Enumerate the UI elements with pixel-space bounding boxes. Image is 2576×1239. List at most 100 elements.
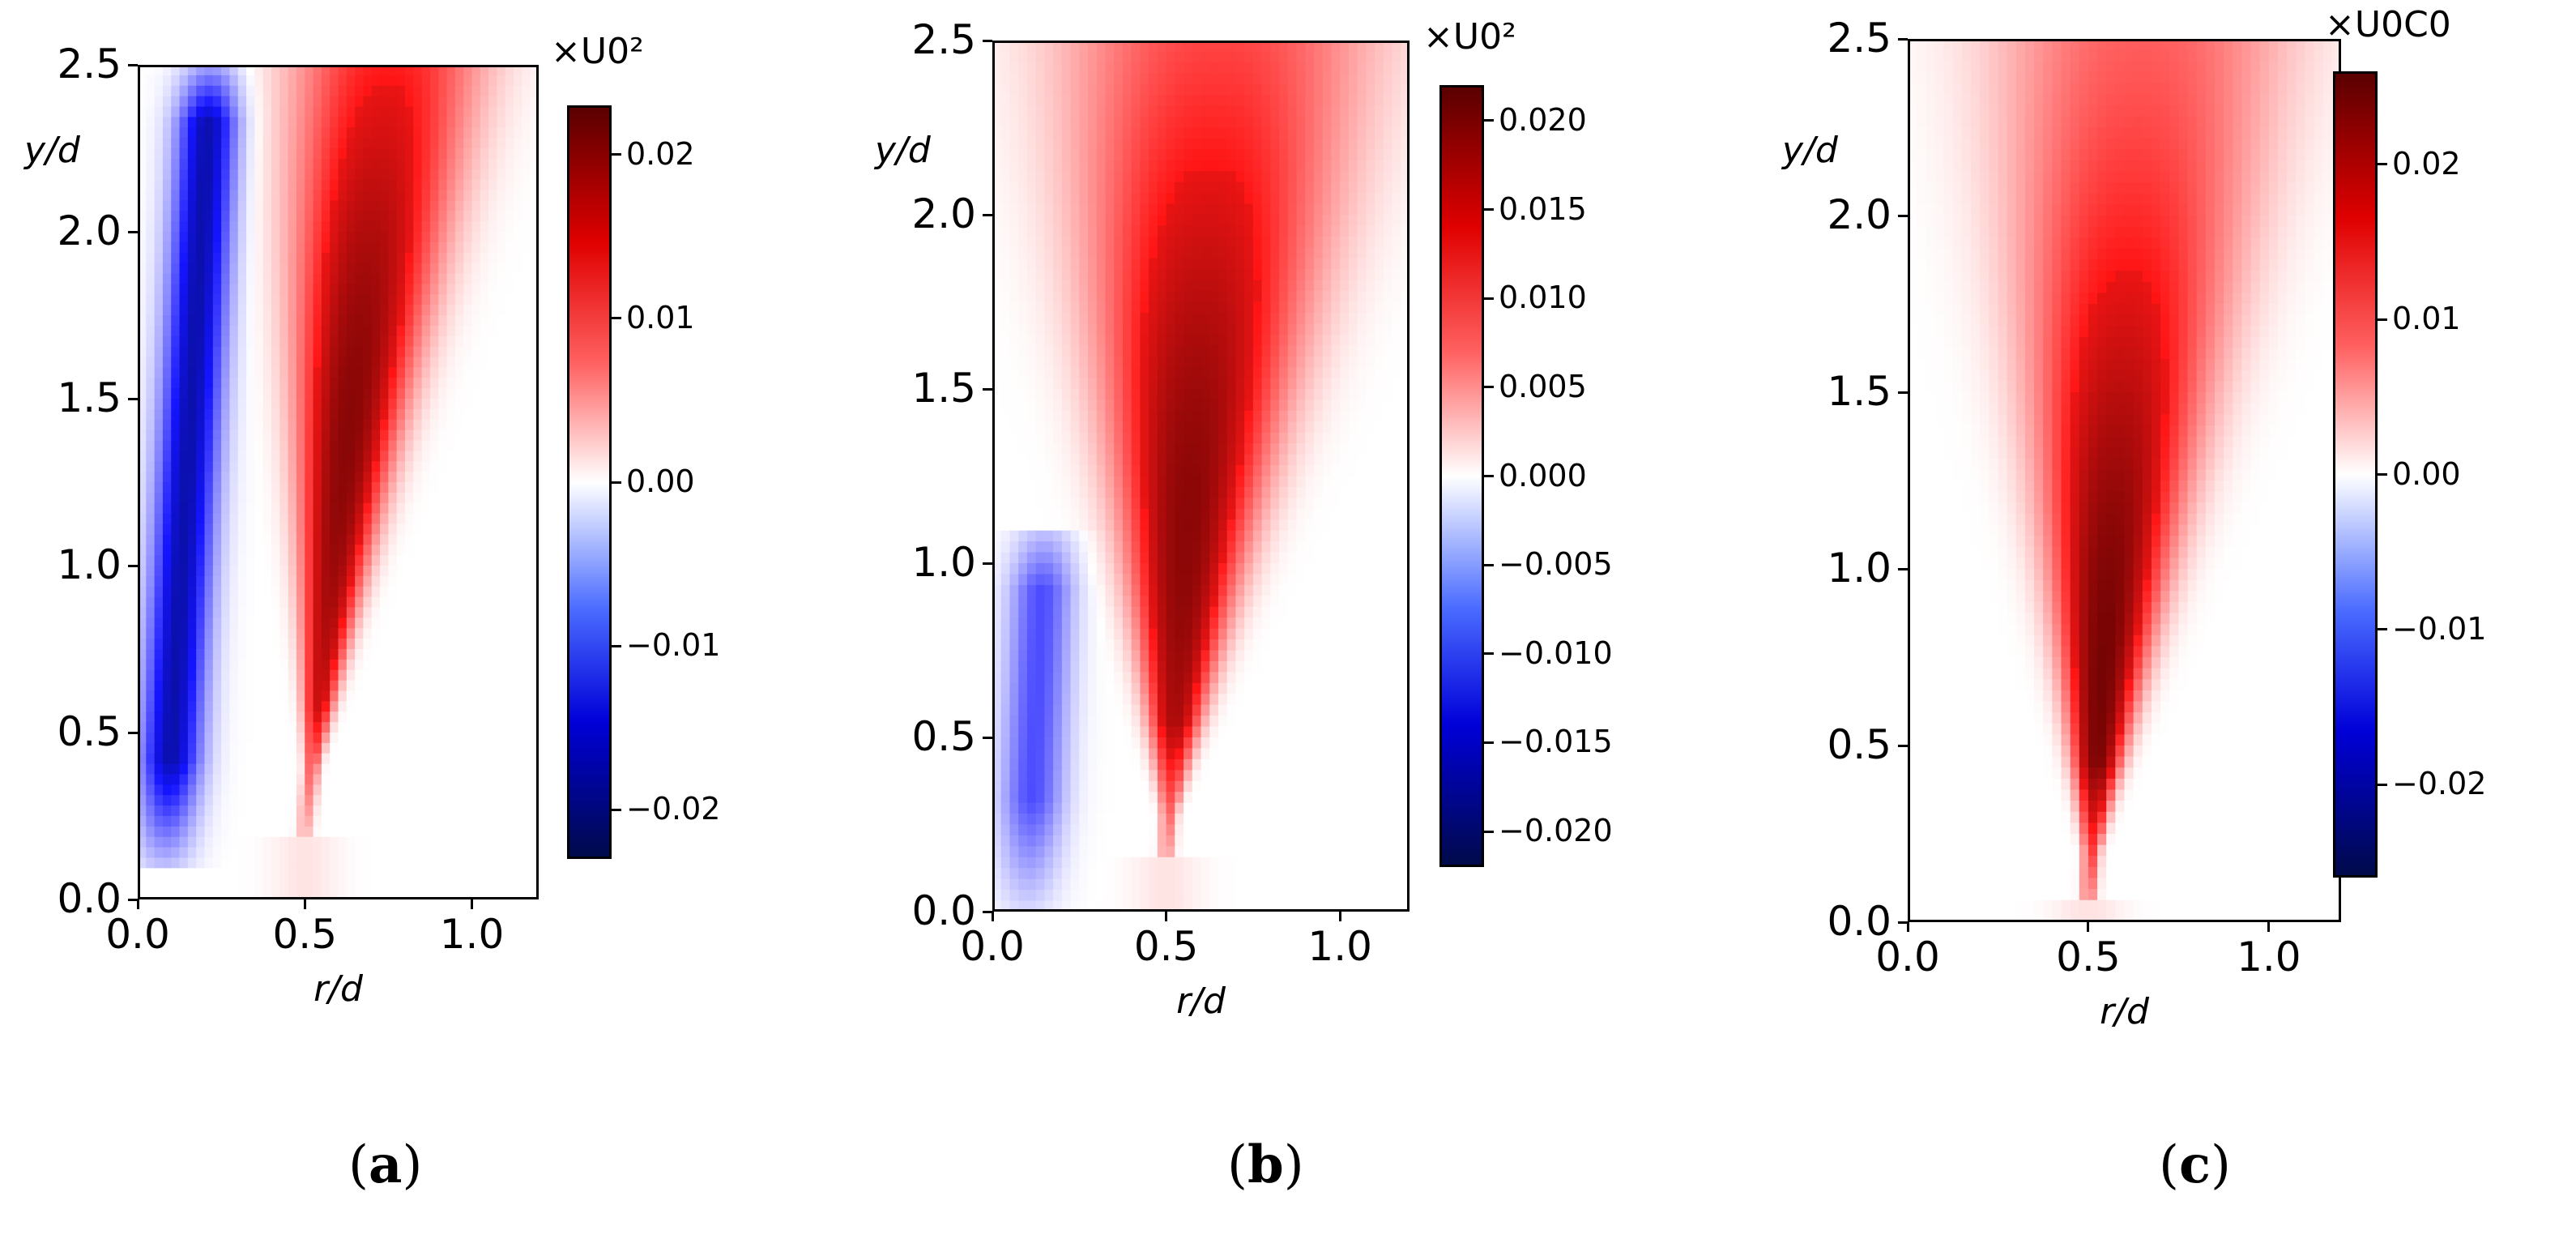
heatmap-cell — [505, 534, 514, 545]
heatmap-cell — [288, 742, 297, 754]
heatmap-cell — [380, 566, 389, 577]
heatmap-cell — [505, 742, 514, 754]
heatmap-cell — [1340, 138, 1350, 150]
heatmap-cell — [413, 889, 423, 899]
heatmap-cell — [1218, 117, 1228, 129]
heatmap-cell — [254, 816, 264, 827]
heatmap-cell — [413, 106, 423, 117]
heatmap-cell — [212, 472, 222, 483]
heatmap-cell — [1009, 215, 1019, 227]
heatmap-cell — [196, 211, 206, 222]
heatmap-cell — [530, 65, 539, 76]
heatmap-cell — [388, 639, 398, 650]
heatmap-cell — [162, 117, 172, 128]
heatmap-cell — [488, 596, 498, 609]
heatmap-cell — [162, 733, 172, 744]
heatmap-cell — [514, 555, 522, 566]
heatmap-cell — [254, 190, 264, 201]
heatmap-cell — [321, 868, 331, 879]
heatmap-cell — [1305, 95, 1315, 107]
heatmap-cell — [1053, 62, 1063, 74]
heatmap-cell — [1122, 247, 1132, 259]
heatmap-cell — [421, 179, 431, 191]
heatmap-cell — [505, 680, 514, 692]
heatmap-cell — [221, 440, 231, 451]
heatmap-cell — [505, 889, 514, 899]
heatmap-cell — [279, 680, 289, 692]
heatmap-cell — [522, 138, 531, 149]
heatmap-cell — [313, 284, 322, 295]
heatmap-cell — [380, 169, 389, 181]
heatmap-cell — [480, 482, 489, 493]
heatmap-cell — [396, 85, 406, 97]
heatmap-cell — [1287, 51, 1298, 63]
heatmap-cell — [162, 472, 172, 483]
heatmap-cell — [522, 367, 531, 378]
heatmap-cell — [330, 805, 339, 817]
heatmap-cell — [196, 774, 206, 785]
colorbar-tick-label: −0.02 — [626, 791, 721, 827]
heatmap-cell — [279, 763, 289, 775]
heatmap-cell — [296, 669, 305, 681]
heatmap-cell — [429, 774, 439, 785]
heatmap-cell — [1114, 236, 1124, 248]
heatmap-cell — [429, 325, 439, 337]
heatmap-cell — [1357, 62, 1367, 74]
heatmap-cell — [471, 169, 481, 181]
heatmap-cell — [405, 419, 414, 431]
heatmap-cell — [446, 127, 456, 139]
heatmap-cell — [237, 325, 247, 337]
heatmap-cell — [296, 690, 305, 702]
heatmap-cell — [497, 826, 506, 838]
heatmap-cell — [363, 232, 373, 243]
heatmap-cell — [229, 784, 239, 796]
heatmap-cell — [196, 701, 206, 712]
heatmap-cell — [313, 158, 322, 170]
heatmap-cell — [446, 263, 456, 275]
heatmap-cell — [313, 857, 322, 869]
heatmap-cell — [1270, 117, 1280, 129]
heatmap-cell — [514, 628, 522, 639]
heatmap-cell — [1279, 73, 1289, 85]
heatmap-cell — [405, 472, 414, 483]
heatmap-cell — [471, 826, 481, 838]
heatmap-cell — [1366, 160, 1375, 172]
panel-caption: (a) — [348, 1134, 423, 1195]
heatmap-cell — [221, 65, 231, 76]
heatmap-cell — [505, 357, 514, 368]
heatmap-cell — [288, 325, 297, 337]
heatmap-cell — [204, 763, 214, 775]
heatmap-cell — [179, 805, 189, 817]
heatmap-cell — [187, 628, 197, 639]
heatmap-cell — [355, 575, 365, 587]
heatmap-cell — [1149, 247, 1158, 259]
heatmap-cell — [279, 575, 289, 587]
heatmap-cell — [1035, 291, 1045, 303]
heatmap-cell — [380, 555, 389, 566]
heatmap-cell — [146, 857, 156, 869]
heatmap-cell — [313, 566, 322, 577]
heatmap-cell — [237, 836, 247, 848]
heatmap-cell — [212, 388, 222, 399]
heatmap-cell — [405, 690, 414, 702]
heatmap-cell — [405, 628, 414, 639]
heatmap-plot-area — [992, 41, 1410, 912]
heatmap-cell — [313, 273, 322, 284]
heatmap-cell — [262, 680, 272, 692]
heatmap-cell — [1035, 62, 1045, 74]
heatmap-cell — [212, 117, 222, 128]
heatmap-cell — [514, 378, 522, 389]
heatmap-cell — [288, 690, 297, 702]
heatmap-cell — [262, 440, 272, 451]
heatmap-cell — [1009, 105, 1019, 117]
heatmap-cell — [446, 889, 456, 899]
heatmap-cell — [1096, 236, 1107, 248]
heatmap-cell — [279, 388, 289, 399]
heatmap-cell — [388, 753, 398, 765]
heatmap-cell — [488, 847, 498, 859]
heatmap-cell — [254, 628, 264, 639]
heatmap-cell — [138, 711, 147, 723]
heatmap-cell — [254, 607, 264, 618]
heatmap-cell — [288, 889, 297, 899]
heatmap-cell — [363, 628, 373, 639]
